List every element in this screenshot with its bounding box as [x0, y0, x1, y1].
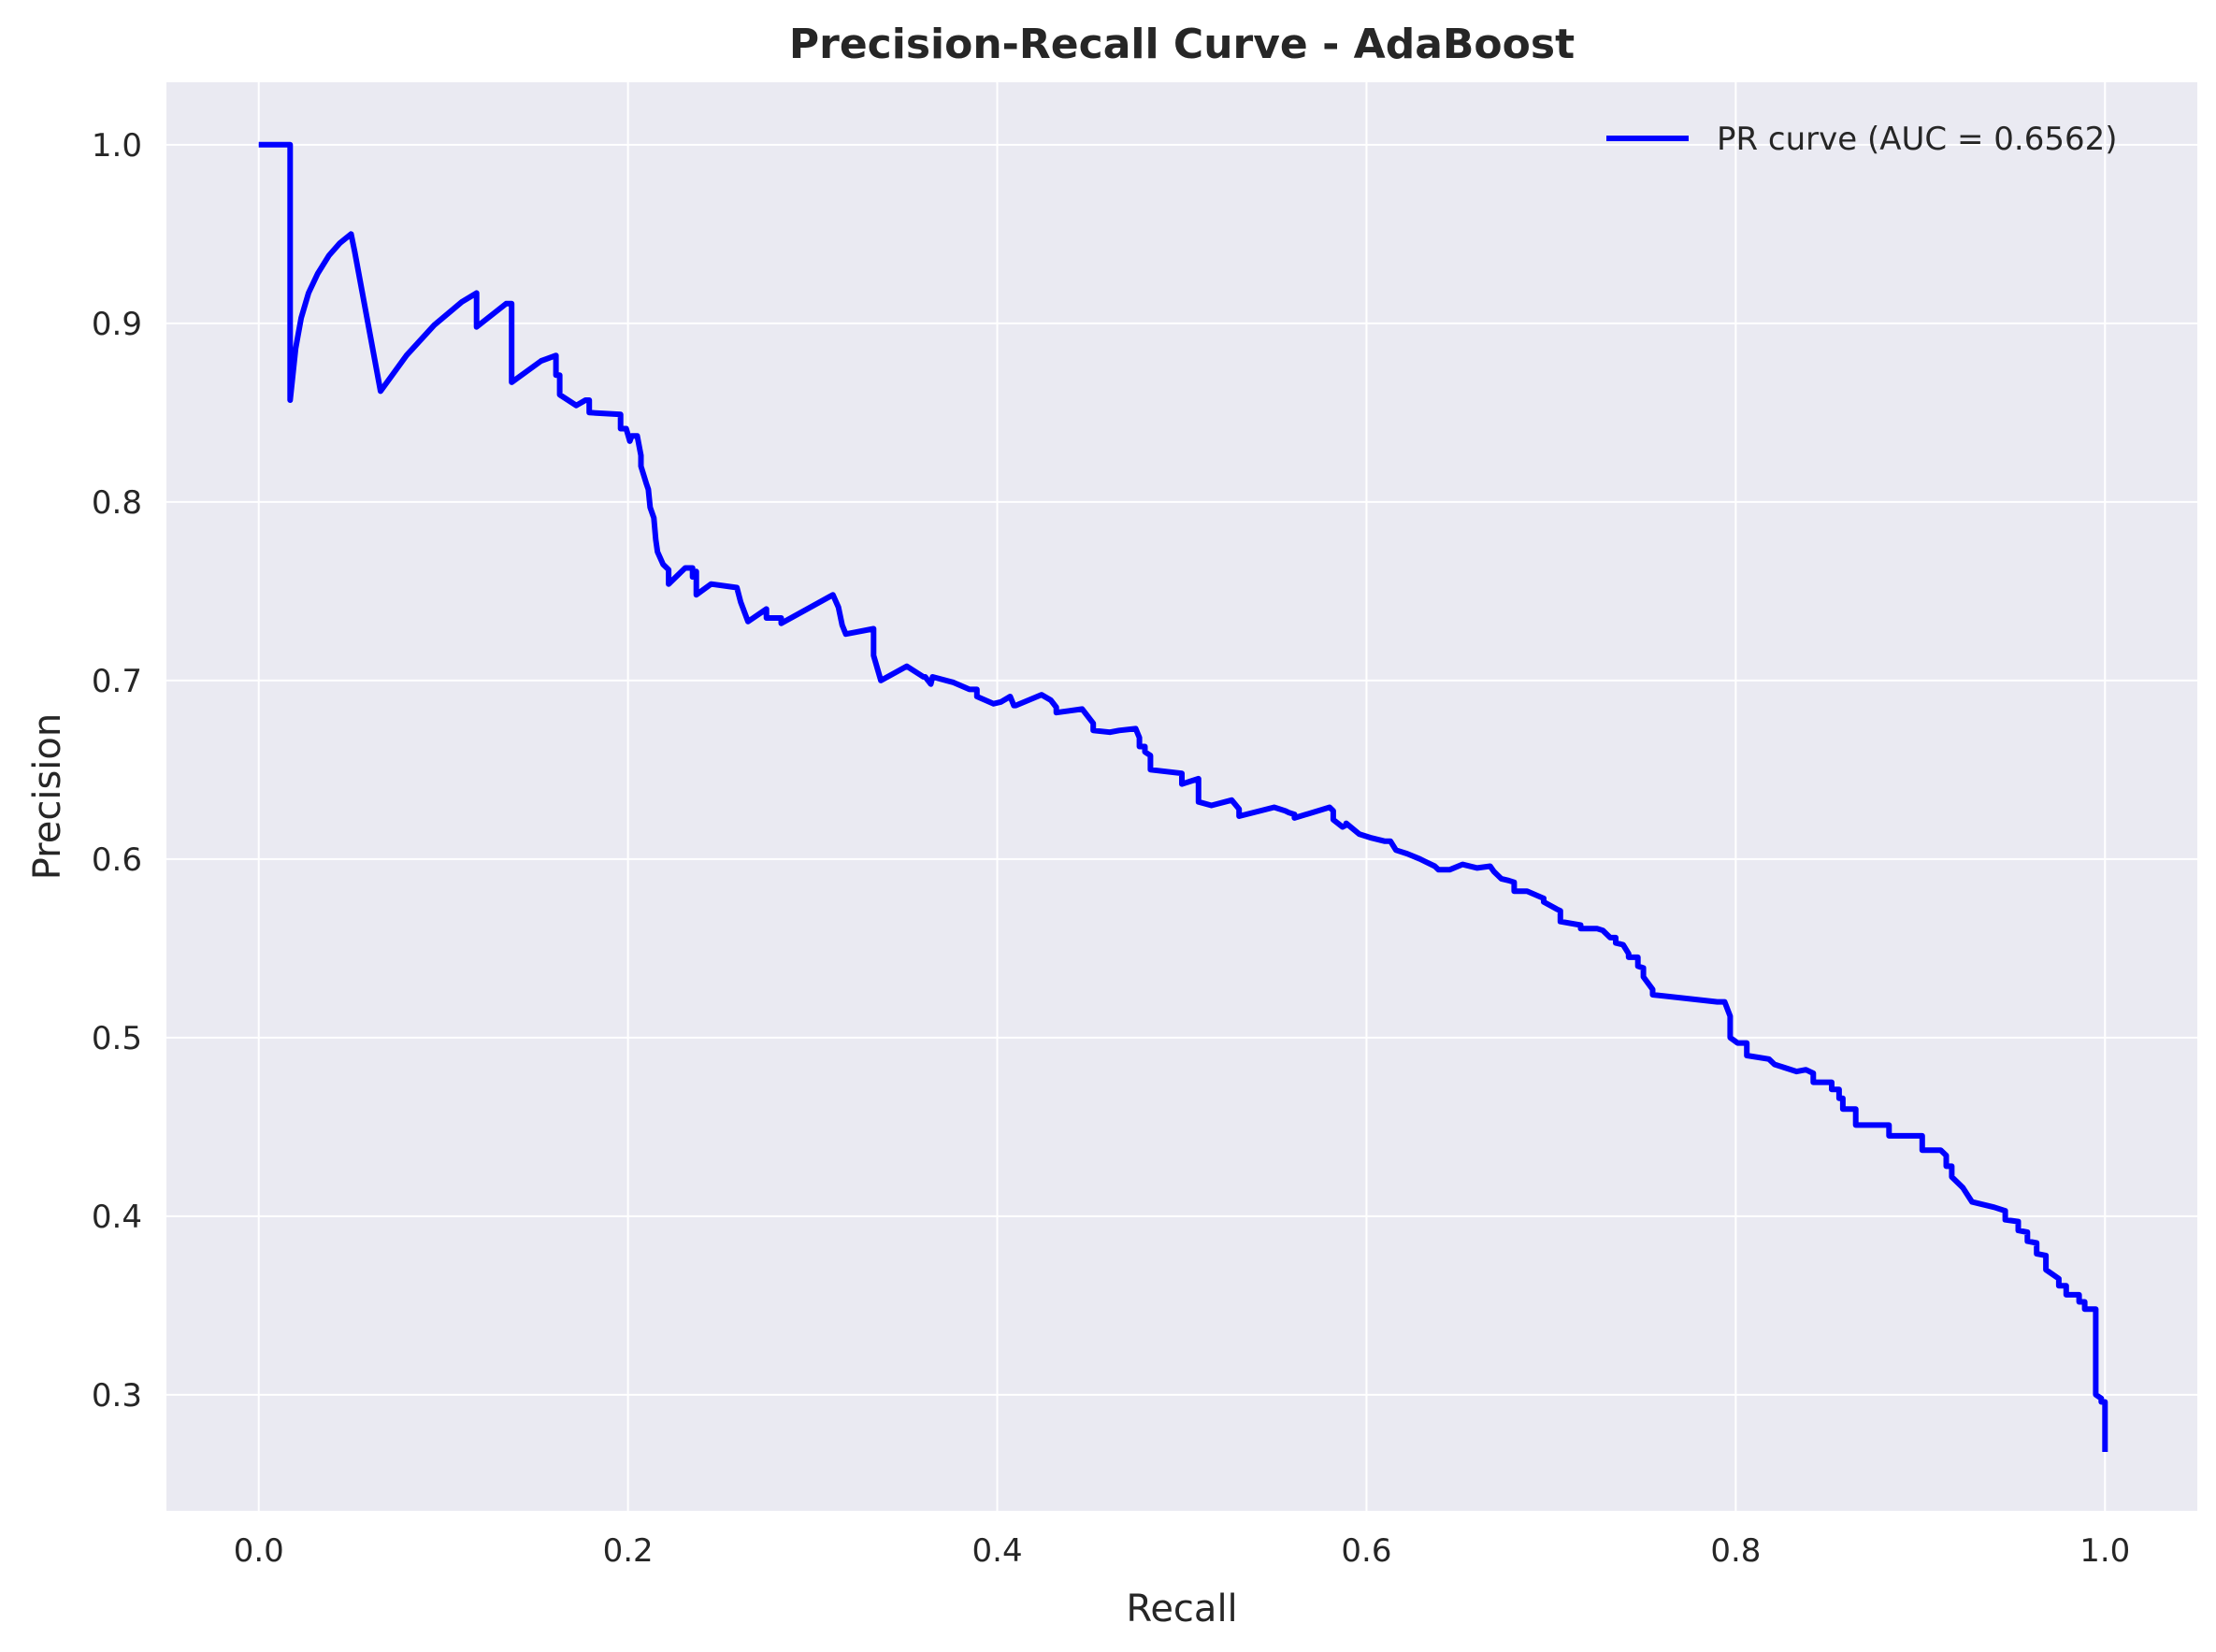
legend: PR curve (AUC = 0.6562) — [1606, 121, 2118, 158]
x-tick-label: 0.6 — [1341, 1532, 1391, 1570]
y-tick-label: 1.0 — [92, 127, 142, 165]
x-axis-label: Recall — [1126, 1587, 1237, 1630]
x-tick-label: 0.0 — [234, 1532, 284, 1570]
x-tick-label: 0.8 — [1710, 1532, 1761, 1570]
y-axis-label: Precision — [26, 713, 69, 880]
x-axis-ticks: 0.0 0.2 0.4 0.6 0.8 1.0 — [234, 1532, 2131, 1570]
x-tick-label: 0.4 — [972, 1532, 1023, 1570]
legend-label: PR curve (AUC = 0.6562) — [1717, 121, 2118, 158]
y-tick-label: 0.7 — [92, 663, 142, 700]
chart-title: Precision-Recall Curve - AdaBoost — [789, 21, 1575, 68]
y-tick-label: 0.9 — [92, 306, 142, 343]
grid-lines — [166, 82, 2197, 1511]
pr-curve-line — [258, 141, 2108, 1452]
y-tick-label: 0.5 — [92, 1020, 142, 1057]
plot-area — [166, 82, 2197, 1511]
y-tick-label: 0.8 — [92, 484, 142, 522]
y-tick-label: 0.3 — [92, 1377, 142, 1415]
y-tick-label: 0.6 — [92, 841, 142, 879]
x-tick-label: 1.0 — [2079, 1532, 2130, 1570]
y-axis-ticks: 0.3 0.4 0.5 0.6 0.7 0.8 0.9 1.0 — [92, 127, 142, 1415]
y-tick-label: 0.4 — [92, 1199, 142, 1236]
x-tick-label: 0.2 — [603, 1532, 654, 1570]
